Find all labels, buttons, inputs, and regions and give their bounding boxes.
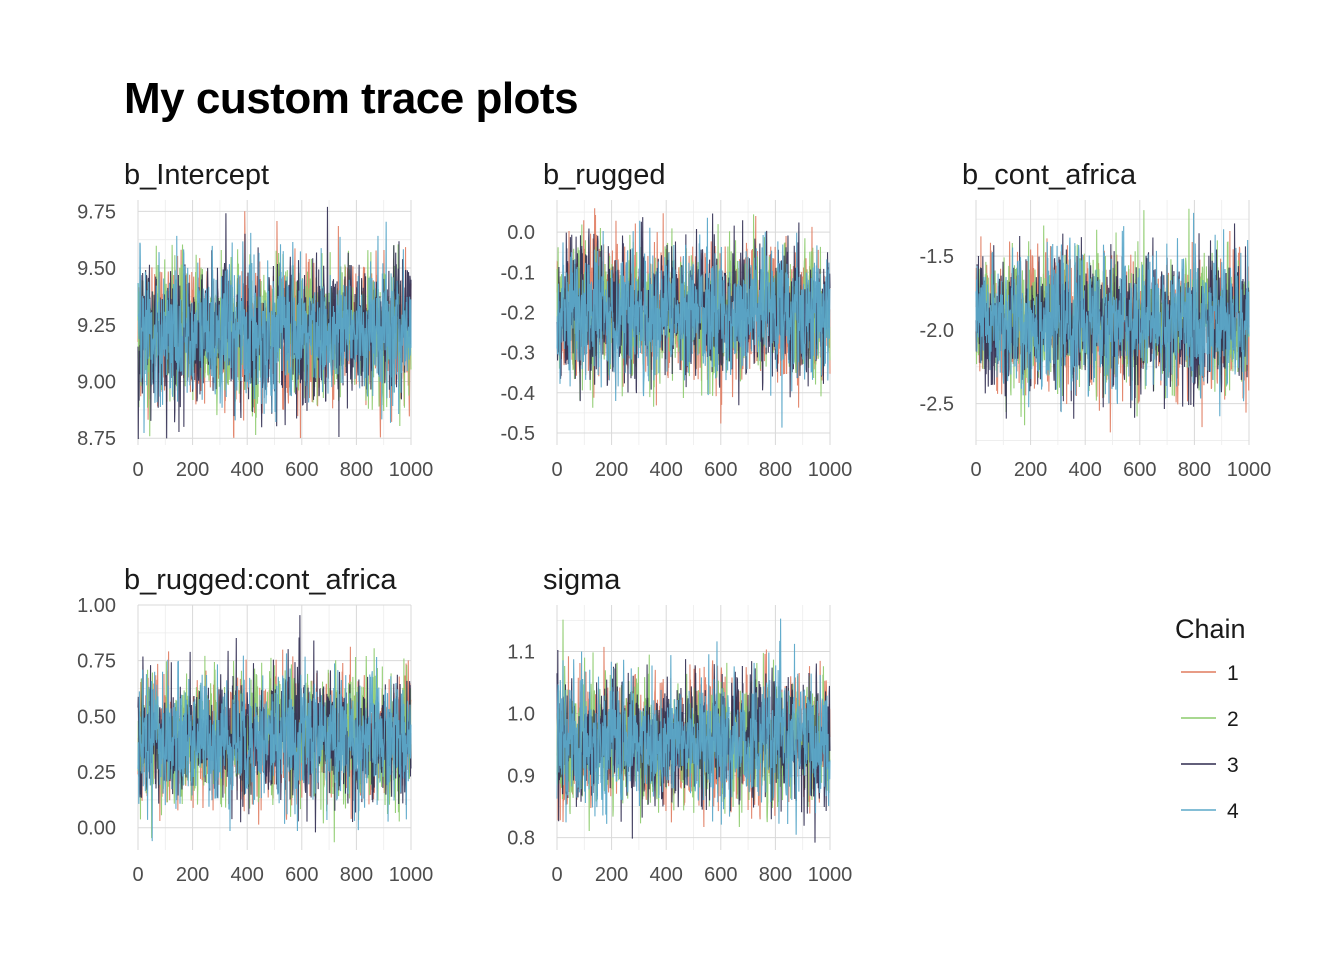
trace-chain-4 — [556, 217, 831, 428]
x-tick-label: 200 — [176, 459, 209, 481]
legend-title: Chain — [1175, 614, 1246, 644]
x-tick-label: 800 — [340, 864, 373, 886]
x-tick-label: 600 — [285, 459, 318, 481]
y-tick-label: 0.9 — [507, 766, 535, 788]
legend-item-3: 3 — [1181, 754, 1239, 777]
y-tick-label: -1.5 — [920, 246, 954, 268]
y-tick-label: 9.00 — [77, 371, 116, 393]
y-tick-label: 8.75 — [77, 428, 116, 450]
x-tick-label: 400 — [231, 864, 264, 886]
x-tick-label: 400 — [650, 864, 683, 886]
y-tick-label: 0.50 — [77, 706, 116, 728]
y-tick-label: 0.00 — [77, 818, 116, 840]
panel-title: b_rugged — [543, 159, 666, 191]
x-tick-label: 0 — [132, 864, 143, 886]
legend-label: 4 — [1227, 800, 1239, 823]
panel-title: b_cont_africa — [962, 159, 1137, 191]
y-tick-label: 0.75 — [77, 651, 116, 673]
panel-title: b_rugged:cont_africa — [124, 564, 397, 596]
y-tick-label: 0.0 — [507, 222, 535, 244]
x-tick-label: 0 — [970, 459, 981, 481]
y-tick-label: -0.5 — [501, 423, 535, 445]
x-tick-label: 0 — [132, 459, 143, 481]
x-tick-label: 600 — [704, 459, 737, 481]
y-tick-label: -0.3 — [501, 343, 535, 365]
panel-5: 0 200 400 600 800 1000 0.8 0.9 1.0 1.1 sigma — [507, 564, 852, 886]
x-tick-label: 800 — [1178, 459, 1211, 481]
y-tick-label: 9.75 — [77, 201, 116, 223]
x-tick-label: 1000 — [389, 459, 434, 481]
y-tick-label: 0.25 — [77, 762, 116, 784]
y-tick-label: -0.4 — [501, 383, 535, 405]
x-tick-label: 200 — [595, 864, 628, 886]
x-tick-label: 0 — [551, 459, 562, 481]
y-tick-label: 1.1 — [507, 642, 535, 664]
x-tick-label: 0 — [551, 864, 562, 886]
y-tick-label: -2.0 — [920, 320, 954, 342]
x-tick-label: 400 — [231, 459, 264, 481]
legend-item-1: 1 — [1181, 662, 1239, 685]
x-tick-label: 600 — [1123, 459, 1156, 481]
x-tick-label: 1000 — [808, 459, 853, 481]
y-tick-label: -0.2 — [501, 302, 535, 324]
chart-title: My custom trace plots — [124, 74, 579, 123]
legend-item-4: 4 — [1181, 800, 1239, 823]
x-tick-label: 200 — [1014, 459, 1047, 481]
y-tick-label: 9.50 — [77, 258, 116, 280]
trace-chain-4 — [556, 618, 831, 835]
x-tick-label: 800 — [759, 864, 792, 886]
legend-label: 1 — [1227, 662, 1239, 685]
panel-2: 0 200 400 600 800 1000 -0.5 -0.4 -0.3 -0.2 -0.1 0.0… — [501, 159, 853, 481]
x-tick-label: 600 — [285, 864, 318, 886]
x-tick-label: 400 — [650, 459, 683, 481]
trace-chain-4 — [137, 653, 412, 842]
legend: Chain 1 2 3 4 — [1175, 614, 1246, 823]
legend-label: 3 — [1227, 754, 1239, 777]
x-tick-label: 800 — [759, 459, 792, 481]
panel-1: 0 200 400 600 800 1000 8.75 9.00 9.25 9.50 9.75 b_I… — [77, 159, 433, 481]
x-tick-label: 200 — [176, 864, 209, 886]
x-tick-label: 1000 — [1227, 459, 1272, 481]
y-tick-label: 9.25 — [77, 315, 116, 337]
legend-label: 2 — [1227, 708, 1239, 731]
trace-chain-4 — [975, 212, 1250, 417]
x-tick-label: 1000 — [808, 864, 853, 886]
trace-chain-4 — [137, 221, 412, 434]
x-tick-label: 400 — [1069, 459, 1102, 481]
panel-3: 0 200 400 600 800 1000 -2.5 -2.0 -1.5 b_cont_afri… — [920, 159, 1272, 481]
x-tick-label: 600 — [704, 864, 737, 886]
x-tick-label: 800 — [340, 459, 373, 481]
y-tick-label: 1.0 — [507, 704, 535, 726]
panel-title: sigma — [543, 564, 621, 596]
panel-title: b_Intercept — [124, 159, 269, 191]
y-tick-label: -2.5 — [920, 394, 954, 416]
y-tick-label: 1.00 — [77, 595, 116, 617]
legend-item-2: 2 — [1181, 708, 1239, 731]
x-tick-label: 1000 — [389, 864, 434, 886]
y-tick-label: 0.8 — [507, 828, 535, 850]
panel-4: 0 200 400 600 800 1000 0.00 0.25 0.50 0.75 1.00 b_r… — [77, 564, 433, 886]
y-tick-label: -0.1 — [501, 262, 535, 284]
x-tick-label: 200 — [595, 459, 628, 481]
panels-container: 0 200 400 600 800 10008.759.009.259.509.75b_I… — [77, 159, 1271, 886]
